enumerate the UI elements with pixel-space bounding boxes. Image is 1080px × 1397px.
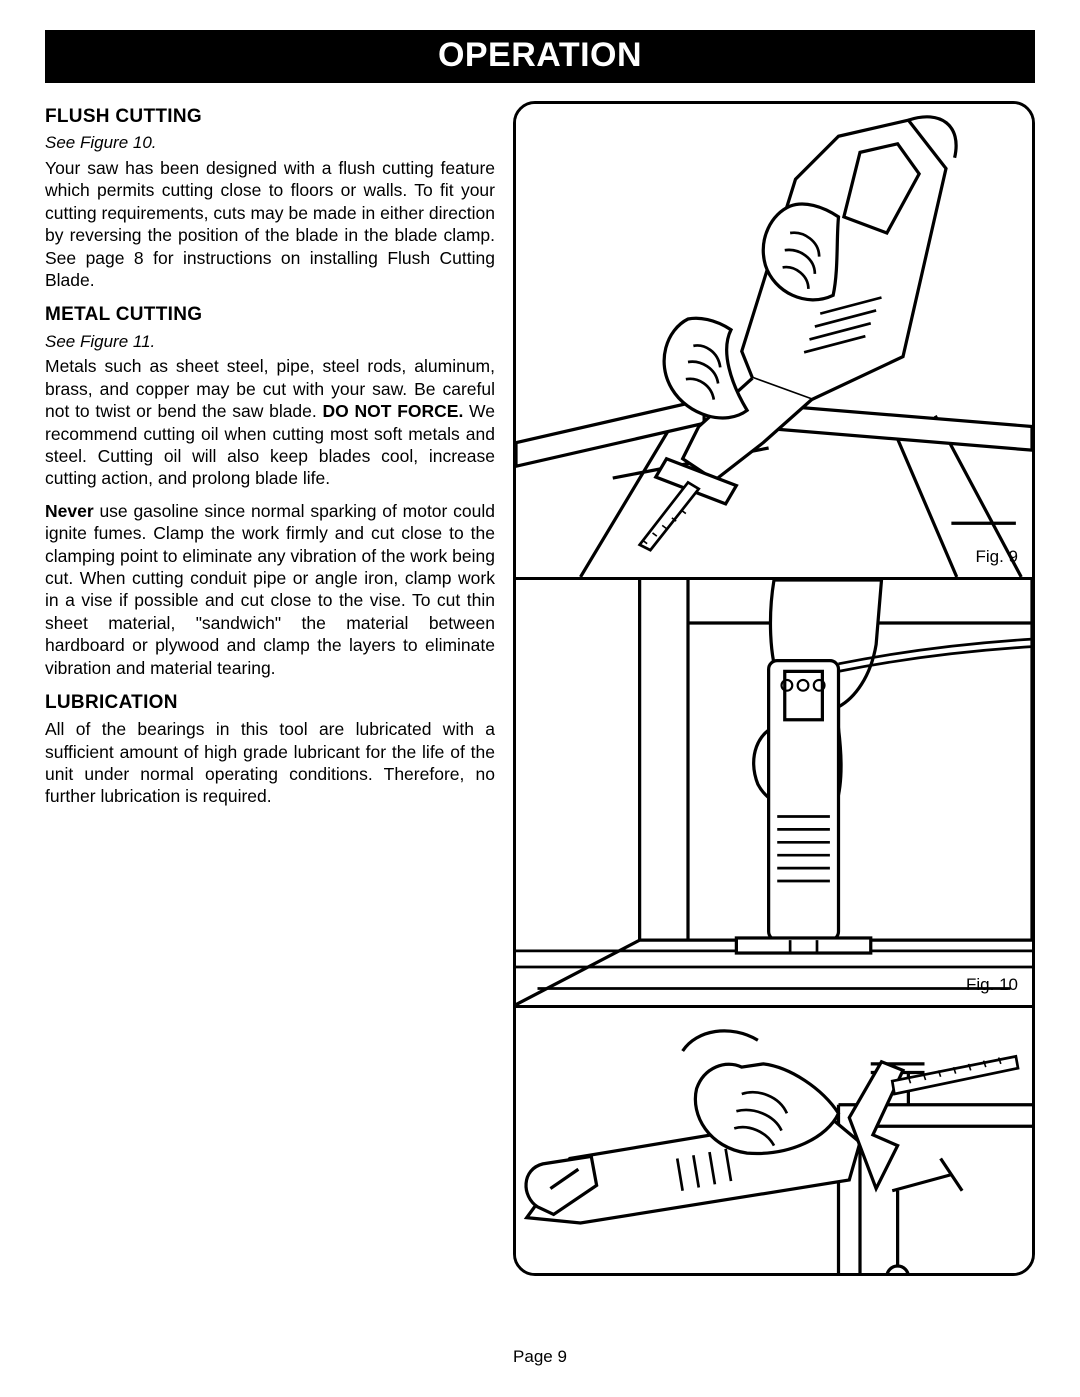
lubrication-heading: LUBRICATION (45, 691, 495, 715)
figure-11-illustration (516, 1008, 1032, 1276)
metal-body-2-bold: Never (45, 501, 94, 521)
lubrication-body: All of the bearings in this tool are lub… (45, 718, 495, 808)
figure-11-panel: Fig. 11 (516, 1005, 1032, 1276)
flush-see-figure: See Figure 10. (45, 132, 495, 154)
figure-9-illustration (516, 104, 1032, 577)
figure-9-panel: Fig. 9 (516, 104, 1032, 577)
figure-column: Fig. 9 (513, 101, 1035, 1276)
figure-9-label: Fig. 9 (975, 547, 1018, 567)
figure-10-label: Fig. 10 (966, 975, 1018, 995)
figure-10-panel: Fig. 10 (516, 577, 1032, 1005)
flush-body: Your saw has been designed with a flush … (45, 157, 495, 291)
metal-body-1: Metals such as sheet steel, pipe, steel … (45, 355, 495, 489)
metal-body-1-bold: DO NOT FORCE. (323, 401, 464, 421)
metal-body-2-text: use gasoline since normal sparking of mo… (45, 501, 495, 678)
text-column: FLUSH CUTTING See Figure 10. Your saw ha… (45, 101, 495, 1276)
section-header: OPERATION (45, 30, 1035, 83)
page-number: Page 9 (0, 1347, 1080, 1367)
figure-frame: Fig. 9 (513, 101, 1035, 1276)
metal-see-figure: See Figure 11. (45, 331, 495, 353)
metal-cutting-heading: METAL CUTTING (45, 303, 495, 327)
flush-cutting-heading: FLUSH CUTTING (45, 105, 495, 129)
metal-body-2: Never use gasoline since normal sparking… (45, 500, 495, 679)
figure-10-illustration (516, 580, 1032, 1005)
content-row: FLUSH CUTTING See Figure 10. Your saw ha… (45, 101, 1035, 1276)
